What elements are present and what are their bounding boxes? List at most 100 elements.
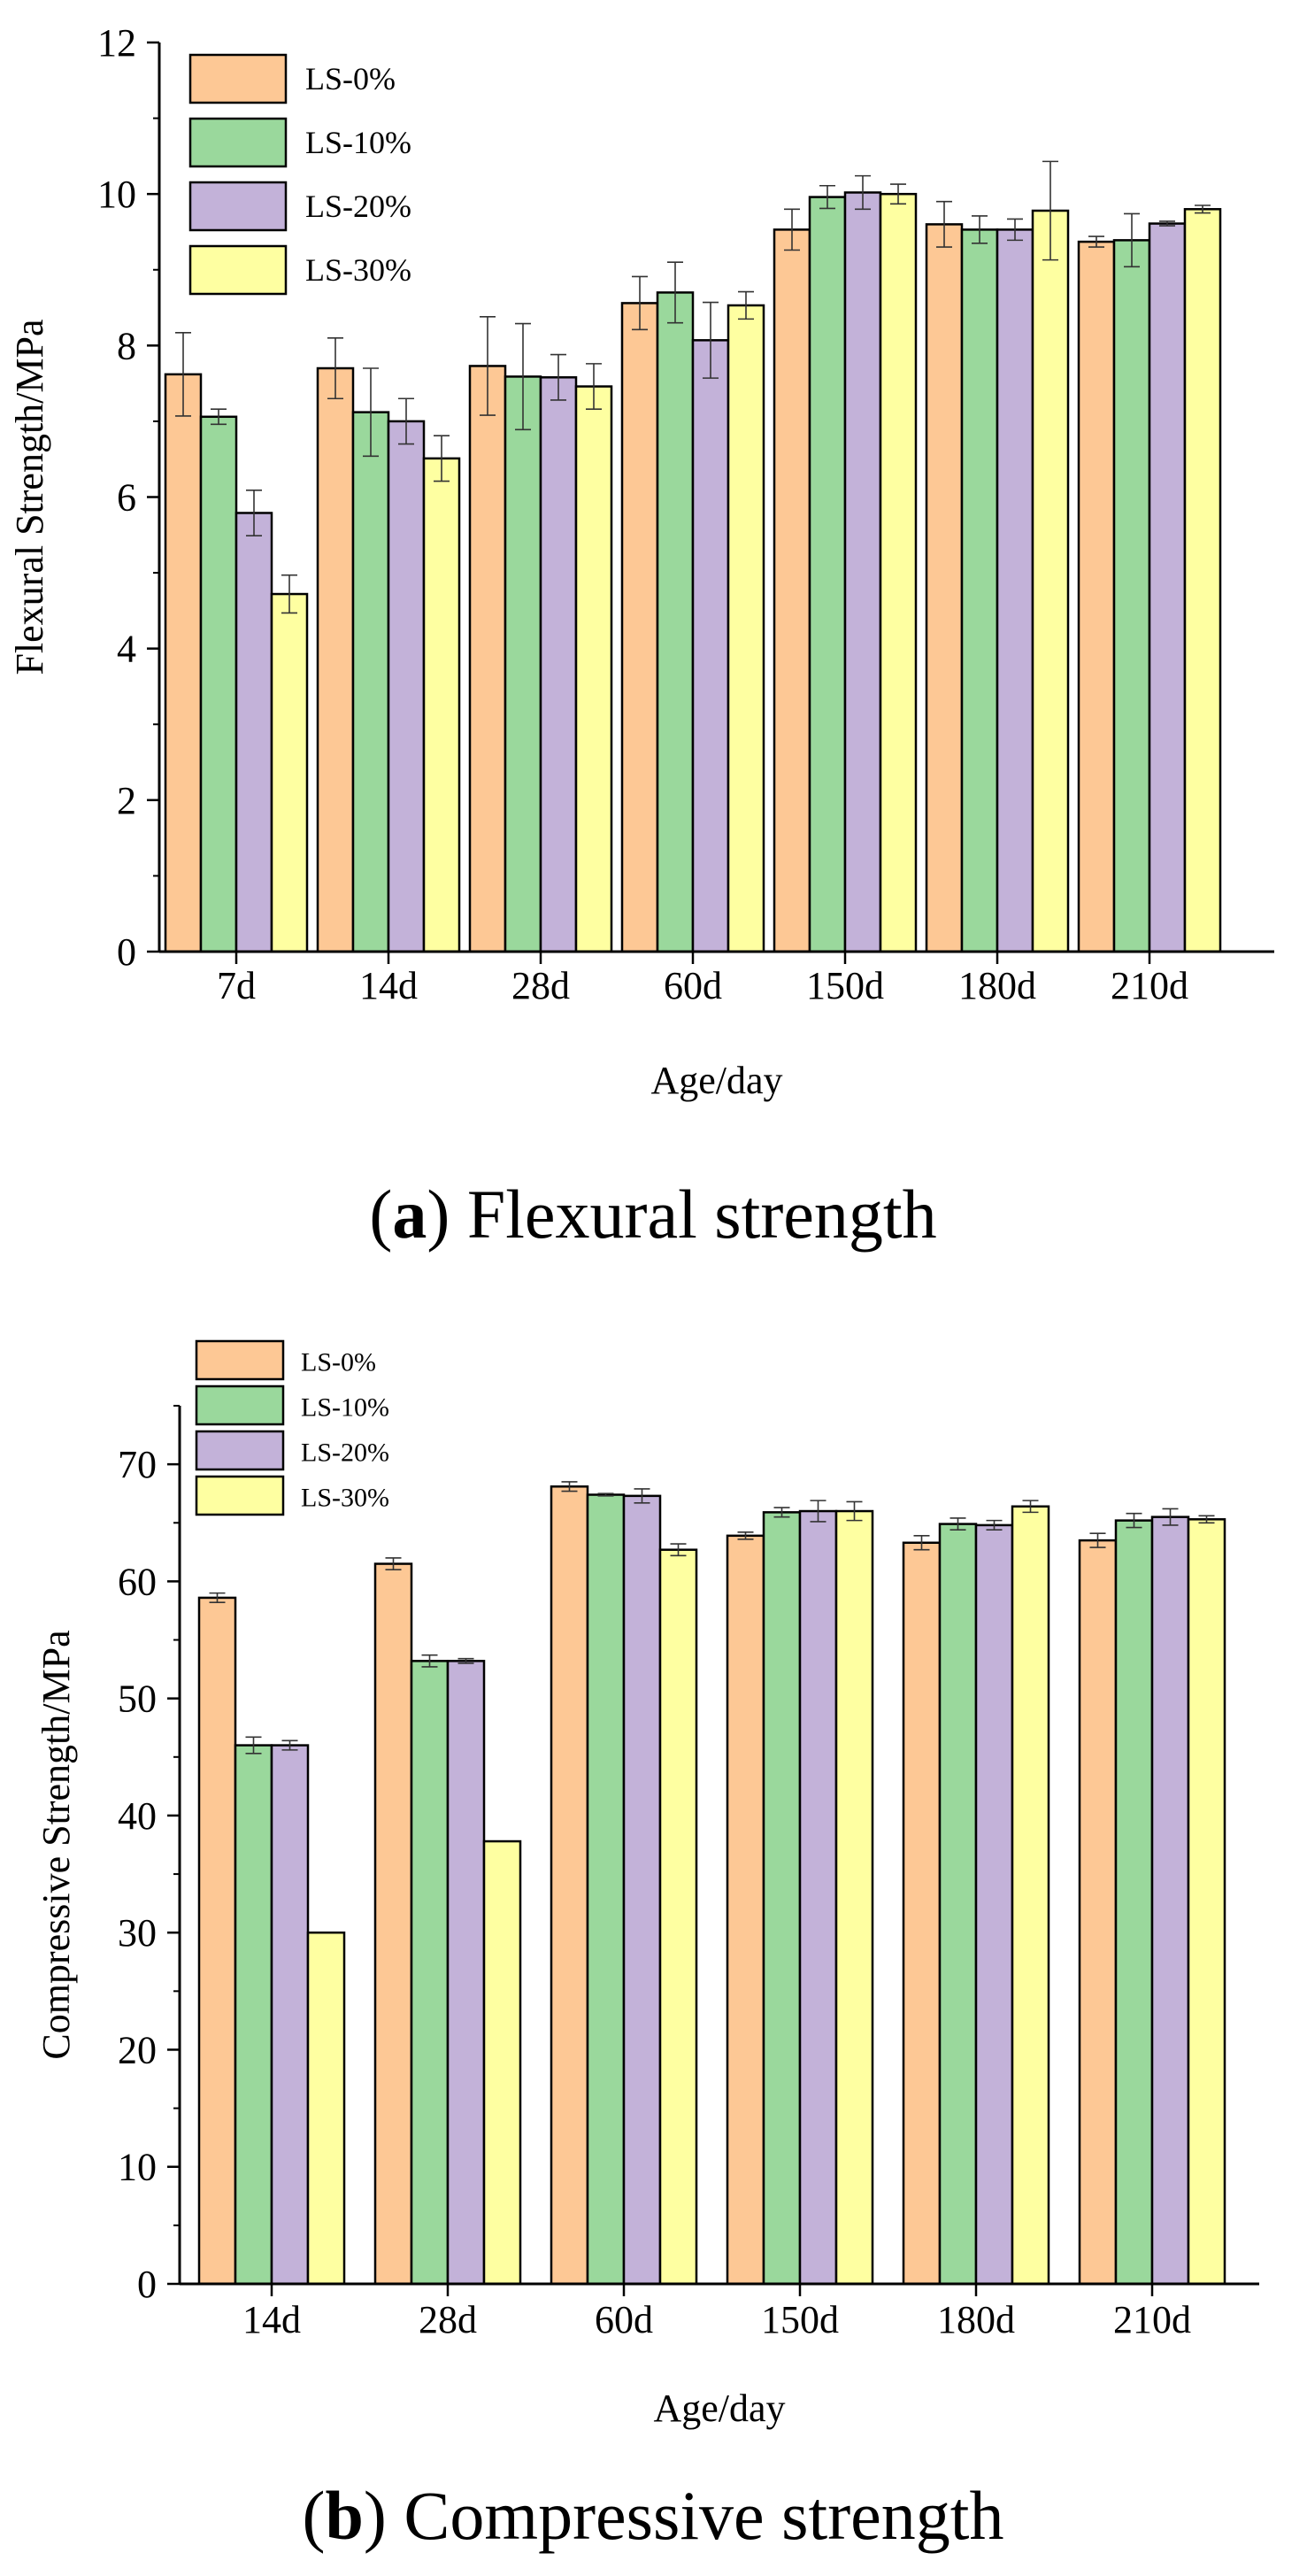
flex-bar-7d-LS-0%: [164, 373, 203, 953]
flex-errorbar-14d-LS-20%: [398, 397, 414, 445]
flex-bar-7d-LS-30%: [270, 592, 309, 953]
flex-bar-28d-LS-20%: [539, 376, 578, 953]
flex-legend-label-LS-10%: LS-10%: [305, 125, 411, 160]
comp-bar-28d-LS-0%: [373, 1562, 413, 2286]
comp-errorbar-210d-LS-10%: [1126, 1512, 1142, 1529]
comp-ytick-label-60: 60: [118, 1560, 157, 1603]
comp-legend-swatch-LS-0%: [195, 1339, 285, 1381]
flex-bar-28d-LS-0%: [468, 365, 507, 953]
flexural-strength-chart: 7d 14d 28d 60d 150d 180d 210d 0 2 4 6 8 10 12 Age/day F…: [8, 21, 1274, 1102]
comp-bar-150d-LS-30%: [834, 1509, 874, 2286]
comp-bar-150d-LS-10%: [762, 1511, 802, 2286]
flex-bar-14d-LS-0%: [316, 366, 355, 953]
comp-ytick-label-10: 10: [118, 2146, 157, 2189]
flex-bar-28d-LS-10%: [504, 375, 542, 953]
flex-y-axis-label: Flexural Strength/MPa: [8, 319, 51, 675]
flex-errorbar-180d-LS-10%: [972, 215, 988, 244]
flex-bar-150d-LS-30%: [879, 192, 918, 953]
flex-xtick-label-60d: 60d: [664, 964, 722, 1007]
flex-errorbar-14d-LS-30%: [434, 435, 450, 482]
flex-bar-60d-LS-20%: [691, 339, 730, 953]
comp-y-axis-label: Compressive Strength/MPa: [35, 1630, 78, 2059]
flex-xtick-label-150d: 150d: [806, 964, 884, 1007]
comp-bar-180d-LS-30%: [1011, 1505, 1050, 2286]
flex-bar-7d-LS-10%: [199, 415, 238, 953]
comp-bar-14d-LS-0%: [197, 1596, 237, 2286]
comp-x-axis-label: Age/day: [653, 2387, 785, 2430]
caption-b-text: Compressive strength: [387, 2477, 1004, 2554]
flex-errorbar-60d-LS-10%: [667, 261, 683, 324]
comp-errorbar-28d-LS-10%: [421, 1654, 438, 1668]
flex-ytick-label-6: 6: [117, 476, 136, 520]
caption-a: (a) Flexural strength: [369, 1176, 936, 1253]
flex-legend-swatch-LS-20%: [188, 181, 288, 232]
comp-errorbar-180d-LS-0%: [913, 1535, 930, 1551]
comp-ytick-label-0: 0: [137, 2263, 157, 2306]
flex-bar-60d-LS-10%: [656, 291, 695, 953]
comp-legend-label-LS-30%: LS-30%: [301, 1484, 389, 1513]
flex-errorbar-28d-LS-10%: [515, 322, 531, 431]
comp-bar-14d-LS-20%: [270, 1744, 310, 2286]
flex-errorbar-150d-LS-0%: [784, 208, 800, 251]
flex-legend-swatch-LS-30%: [188, 244, 288, 296]
comp-xtick-label-210d: 210d: [1113, 2298, 1191, 2341]
comp-bar-60d-LS-20%: [622, 1494, 662, 2286]
comp-bar-60d-LS-10%: [586, 1493, 626, 2286]
comp-errorbar-180d-LS-10%: [949, 1517, 966, 1531]
caption-a-text: Flexural strength: [450, 1176, 936, 1253]
flex-errorbar-150d-LS-30%: [890, 183, 906, 205]
comp-errorbar-14d-LS-20%: [281, 1739, 298, 1751]
flex-errorbar-7d-LS-0%: [175, 331, 191, 417]
compressive-strength-chart: 14d 28d 60d 150d 180d 210d 0 10 20 30 40 50 60 70 Age/…: [35, 1339, 1259, 2430]
comp-errorbar-150d-LS-30%: [846, 1500, 863, 1522]
flex-legend-swatch-LS-0%: [188, 53, 288, 104]
comp-bar-14d-LS-10%: [234, 1744, 273, 2286]
flex-errorbar-150d-LS-20%: [855, 174, 871, 211]
comp-ytick-label-50: 50: [118, 1677, 157, 1721]
comp-bar-210d-LS-0%: [1078, 1539, 1118, 2286]
comp-bar-210d-LS-10%: [1114, 1519, 1154, 2286]
flex-errorbar-28d-LS-20%: [550, 353, 566, 401]
comp-legend-swatch-LS-30%: [195, 1475, 285, 1516]
comp-bar-210d-LS-20%: [1150, 1516, 1190, 2286]
flex-errorbar-210d-LS-10%: [1124, 212, 1140, 268]
flex-bar-150d-LS-0%: [773, 228, 811, 953]
comp-bar-28d-LS-10%: [410, 1660, 450, 2286]
flex-errorbar-14d-LS-10%: [363, 367, 379, 458]
comp-errorbar-60d-LS-30%: [670, 1543, 687, 1557]
comp-errorbar-14d-LS-10%: [245, 1736, 262, 1755]
flex-errorbar-60d-LS-20%: [703, 301, 719, 379]
flex-errorbar-7d-LS-30%: [281, 574, 297, 614]
flex-legend-label-LS-20%: LS-20%: [305, 189, 411, 224]
comp-legend-label-LS-10%: LS-10%: [301, 1393, 389, 1423]
comp-errorbar-60d-LS-20%: [634, 1488, 650, 1504]
comp-bar-150d-LS-0%: [726, 1534, 765, 2286]
flex-errorbar-7d-LS-20%: [246, 489, 262, 536]
flex-bar-150d-LS-10%: [808, 196, 847, 953]
comp-bar-180d-LS-0%: [902, 1541, 942, 2286]
comp-xtick-label-180d: 180d: [937, 2298, 1015, 2341]
flex-errorbar-60d-LS-30%: [738, 290, 754, 320]
caption-a-letter: a: [392, 1176, 427, 1253]
comp-xtick-label-14d: 14d: [242, 2298, 301, 2341]
flex-bar-210d-LS-10%: [1112, 239, 1151, 953]
flex-errorbar-28d-LS-0%: [480, 316, 496, 416]
comp-xtick-label-150d: 150d: [761, 2298, 839, 2341]
flex-errorbar-210d-LS-0%: [1088, 235, 1104, 248]
comp-bar-150d-LS-20%: [798, 1509, 838, 2286]
flex-legend-swatch-LS-10%: [188, 117, 288, 168]
flex-legend-label-LS-30%: LS-30%: [305, 252, 411, 288]
comp-ytick-label-30: 30: [118, 1911, 157, 1955]
flex-bar-60d-LS-0%: [620, 302, 659, 953]
flex-ytick-label-0: 0: [117, 930, 136, 974]
comp-bar-180d-LS-20%: [974, 1523, 1014, 2286]
flex-errorbar-210d-LS-30%: [1195, 204, 1211, 214]
comp-legend-label-LS-20%: LS-20%: [301, 1438, 389, 1468]
flex-bar-150d-LS-20%: [843, 191, 882, 953]
comp-bar-14d-LS-30%: [306, 1931, 346, 2286]
flex-errorbar-210d-LS-20%: [1159, 220, 1175, 227]
flex-legend-label-LS-0%: LS-0%: [305, 61, 396, 96]
flex-bar-210d-LS-0%: [1077, 240, 1116, 953]
flex-bar-180d-LS-20%: [996, 228, 1034, 953]
